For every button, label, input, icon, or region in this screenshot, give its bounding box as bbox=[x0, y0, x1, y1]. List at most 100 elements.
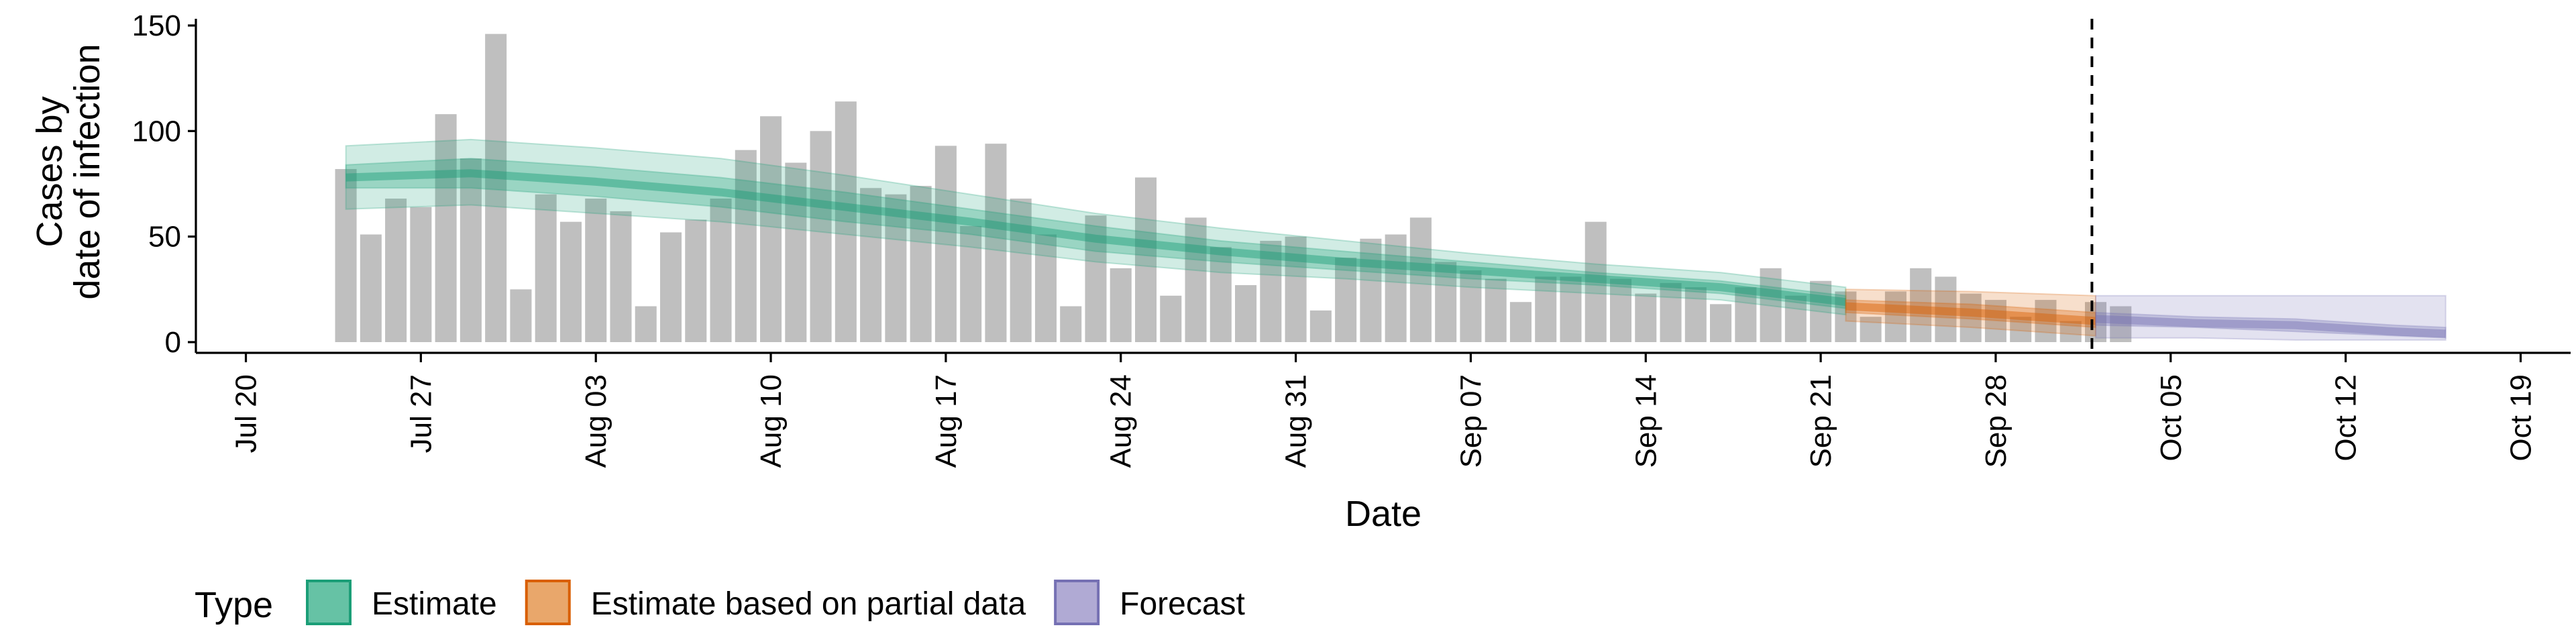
bar bbox=[1134, 177, 1157, 342]
bar bbox=[1309, 310, 1332, 342]
bar bbox=[1609, 278, 1632, 342]
y-axis-title: Cases by date of infection bbox=[30, 44, 107, 299]
bar bbox=[1535, 276, 1557, 342]
y-axis-title-line-1: Cases by bbox=[30, 96, 70, 247]
y-tick-label: 150 bbox=[132, 9, 181, 42]
legend-label: Estimate based on partial data bbox=[591, 586, 1026, 622]
y-axis-title-line-2: date of infection bbox=[67, 44, 107, 299]
x-tick-label: Jul 20 bbox=[230, 374, 263, 453]
x-tick-label: Oct 12 bbox=[2330, 374, 2363, 462]
bar bbox=[1910, 268, 1932, 342]
bar bbox=[1935, 276, 1957, 342]
bar bbox=[1884, 291, 1907, 342]
bar bbox=[435, 114, 457, 342]
y-tick-label: 0 bbox=[165, 326, 181, 359]
bar bbox=[785, 162, 807, 343]
x-tick-label: Aug 31 bbox=[1280, 374, 1313, 468]
ribbon-50 bbox=[2095, 311, 2447, 339]
bar bbox=[1285, 236, 1307, 342]
y-tick-label: 100 bbox=[132, 115, 181, 148]
median-line bbox=[2095, 315, 2446, 338]
bar bbox=[2110, 306, 2132, 342]
bar bbox=[2084, 302, 2107, 342]
y-tick-label: 50 bbox=[148, 221, 181, 254]
bar bbox=[2059, 321, 2082, 342]
bar bbox=[1835, 291, 1857, 342]
bar bbox=[1010, 199, 1032, 342]
bar bbox=[1110, 268, 1132, 342]
x-tick-label: Sep 28 bbox=[1980, 374, 2012, 468]
ribbons-layer bbox=[345, 138, 2447, 341]
bar bbox=[610, 211, 632, 342]
bar bbox=[735, 150, 757, 343]
bar bbox=[635, 306, 657, 342]
bar bbox=[1335, 258, 1357, 342]
bar bbox=[410, 207, 432, 342]
x-tick-label: Sep 07 bbox=[1454, 374, 1487, 468]
bar bbox=[960, 225, 982, 342]
ribbon-90 bbox=[2095, 294, 2447, 341]
bar bbox=[1960, 293, 1982, 342]
x-tick-label: Aug 17 bbox=[930, 374, 963, 468]
median-line bbox=[345, 169, 1847, 307]
bar bbox=[360, 234, 382, 342]
axes-layer: 0 50 100 150 Jul 20 Jul 27 Aug 03 Aug 10 Aug 17… bbox=[132, 9, 2571, 468]
bar bbox=[710, 199, 732, 342]
x-tick-label: Oct 05 bbox=[2155, 374, 2188, 462]
ribbon-50 bbox=[345, 158, 1847, 309]
bar bbox=[1360, 238, 1382, 342]
x-tick-label: Oct 19 bbox=[2504, 374, 2537, 462]
legend-title: Type bbox=[195, 585, 273, 625]
x-ticks: Jul 20 Jul 27 Aug 03 Aug 10 Aug 17 Aug 24 Aug … bbox=[230, 353, 2537, 468]
bar bbox=[810, 131, 832, 343]
bar bbox=[1485, 278, 1507, 342]
bar bbox=[1085, 215, 1107, 342]
bar bbox=[385, 199, 407, 342]
bar bbox=[860, 188, 882, 342]
median-line bbox=[1845, 302, 2096, 325]
bar bbox=[335, 168, 357, 342]
bar bbox=[1735, 287, 1757, 342]
bar bbox=[585, 199, 607, 342]
bar bbox=[1810, 280, 1832, 342]
bar bbox=[910, 186, 932, 342]
legend-swatch bbox=[525, 580, 571, 625]
legend-label: Forecast bbox=[1120, 586, 1245, 622]
x-tick-label: Aug 24 bbox=[1105, 374, 1138, 468]
bar bbox=[1635, 293, 1657, 342]
bar bbox=[1435, 262, 1457, 342]
bar bbox=[1185, 217, 1207, 342]
bar bbox=[1210, 247, 1232, 342]
ribbon-50 bbox=[1845, 299, 2096, 329]
bar bbox=[1409, 217, 1432, 342]
bar bbox=[1460, 270, 1482, 342]
x-axis-title: Date bbox=[1345, 494, 1421, 534]
x-tick-label: Sep 21 bbox=[1805, 374, 1837, 468]
legend-items: Estimate Estimate based on partial data Fo… bbox=[306, 580, 1245, 625]
bar bbox=[659, 232, 682, 342]
bar bbox=[1509, 302, 1532, 342]
bar bbox=[934, 146, 957, 343]
bar bbox=[1684, 287, 1707, 342]
bars-layer bbox=[335, 34, 2132, 343]
x-tick-label: Aug 03 bbox=[580, 374, 612, 468]
bar bbox=[1160, 295, 1182, 342]
bar bbox=[1235, 285, 1257, 342]
ribbon-90 bbox=[345, 138, 1847, 316]
bar bbox=[885, 194, 907, 342]
bar bbox=[1710, 304, 1732, 342]
bar bbox=[510, 289, 532, 342]
bar bbox=[1660, 282, 1682, 342]
bar bbox=[485, 34, 507, 342]
legend-swatch bbox=[1054, 580, 1100, 625]
x-tick-label: Sep 14 bbox=[1629, 374, 1662, 468]
bar bbox=[460, 158, 482, 343]
bar bbox=[1760, 268, 1782, 342]
bar bbox=[835, 101, 857, 342]
y-ticks: 0 50 100 150 bbox=[132, 9, 196, 359]
plot-area bbox=[335, 19, 2447, 353]
bar bbox=[1984, 300, 2006, 342]
bar bbox=[1784, 295, 1807, 342]
bar bbox=[1385, 234, 1407, 342]
